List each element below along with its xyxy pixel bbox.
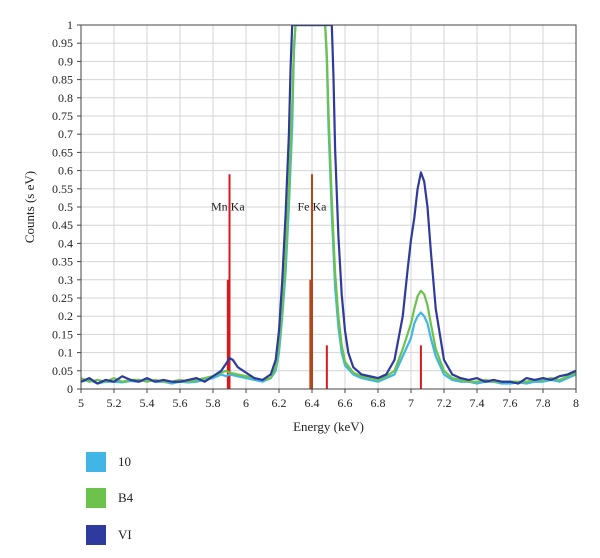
x-tick-label: 6.6	[338, 396, 353, 410]
x-tick-label: 5.6	[173, 396, 188, 410]
x-tick-label: 7.8	[536, 396, 551, 410]
legend-item-b4: B4	[86, 488, 286, 508]
legend-swatch-10	[86, 452, 106, 472]
series-lines	[81, 25, 576, 385]
y-tick-label: 0	[67, 382, 73, 396]
series-line-vi	[81, 25, 576, 385]
y-tick-label: 0.45	[52, 218, 73, 232]
y-tick-label: 0.2	[58, 309, 73, 323]
y-axis-label: Counts (s eV)	[22, 171, 37, 243]
y-tick-label: 0.25	[52, 291, 73, 305]
x-tick-label: 6.4	[305, 396, 320, 410]
y-tick-label: 0.3	[58, 273, 73, 287]
y-tick-label: 0.35	[52, 255, 73, 269]
y-tick-label: 0.7	[58, 127, 73, 141]
y-tick-label: 0.1	[58, 346, 73, 360]
x-tick-label: 5.4	[140, 396, 155, 410]
x-tick-label: 8	[573, 396, 579, 410]
legend-item-10: 10	[86, 452, 286, 472]
x-tick-label: 6.8	[371, 396, 386, 410]
y-tick-label: 0.8	[58, 91, 73, 105]
annotation-label: Fe Ka	[298, 200, 328, 214]
x-tick-label: 5.8	[206, 396, 221, 410]
x-tick-label: 7	[408, 396, 414, 410]
y-tick-label: 0.95	[52, 36, 73, 50]
y-tick-label: 0.55	[52, 182, 73, 196]
legend-swatch-b4	[86, 488, 106, 508]
legend-item-vi: VI	[86, 525, 286, 545]
y-tick-label: 1	[67, 18, 73, 32]
legend-swatch-vi	[86, 525, 106, 545]
y-tick-label: 0.85	[52, 73, 73, 87]
y-tick-label: 0.4	[58, 236, 73, 250]
annotation-label: Mn Ka	[211, 200, 245, 214]
x-tick-label: 6.2	[272, 396, 287, 410]
annotations: Mn Ka Fe Ka	[211, 200, 327, 214]
grid	[80, 24, 577, 390]
y-tick-label: 0.6	[58, 164, 73, 178]
x-axis-label: Energy (keV)	[293, 419, 364, 434]
x-tick-label: 7.4	[470, 396, 485, 410]
y-tick-label: 0.9	[58, 54, 73, 68]
y-tick-label: 0.05	[52, 364, 73, 378]
series-line-b4	[81, 25, 576, 383]
axes: 5 5.2 5.4 5.6 5.8 6 6.2 6.4 6.6 6.8 7 7.2 7.4 7.6 7.8 8…	[52, 18, 579, 410]
y-tick-label: 0.5	[58, 200, 73, 214]
x-tick-label: 5.2	[107, 396, 122, 410]
legend-label-vi: VI	[118, 527, 132, 542]
y-tick-label: 0.15	[52, 327, 73, 341]
x-tick-label: 5	[78, 396, 84, 410]
y-tick-label: 0.75	[52, 109, 73, 123]
y-tick-label: 0.65	[52, 145, 73, 159]
legend-label-10: 10	[118, 454, 131, 469]
x-tick-label: 7.2	[437, 396, 452, 410]
x-tick-label: 6	[243, 396, 249, 410]
x-tick-label: 7.6	[503, 396, 518, 410]
legend-label-b4: B4	[118, 490, 134, 505]
